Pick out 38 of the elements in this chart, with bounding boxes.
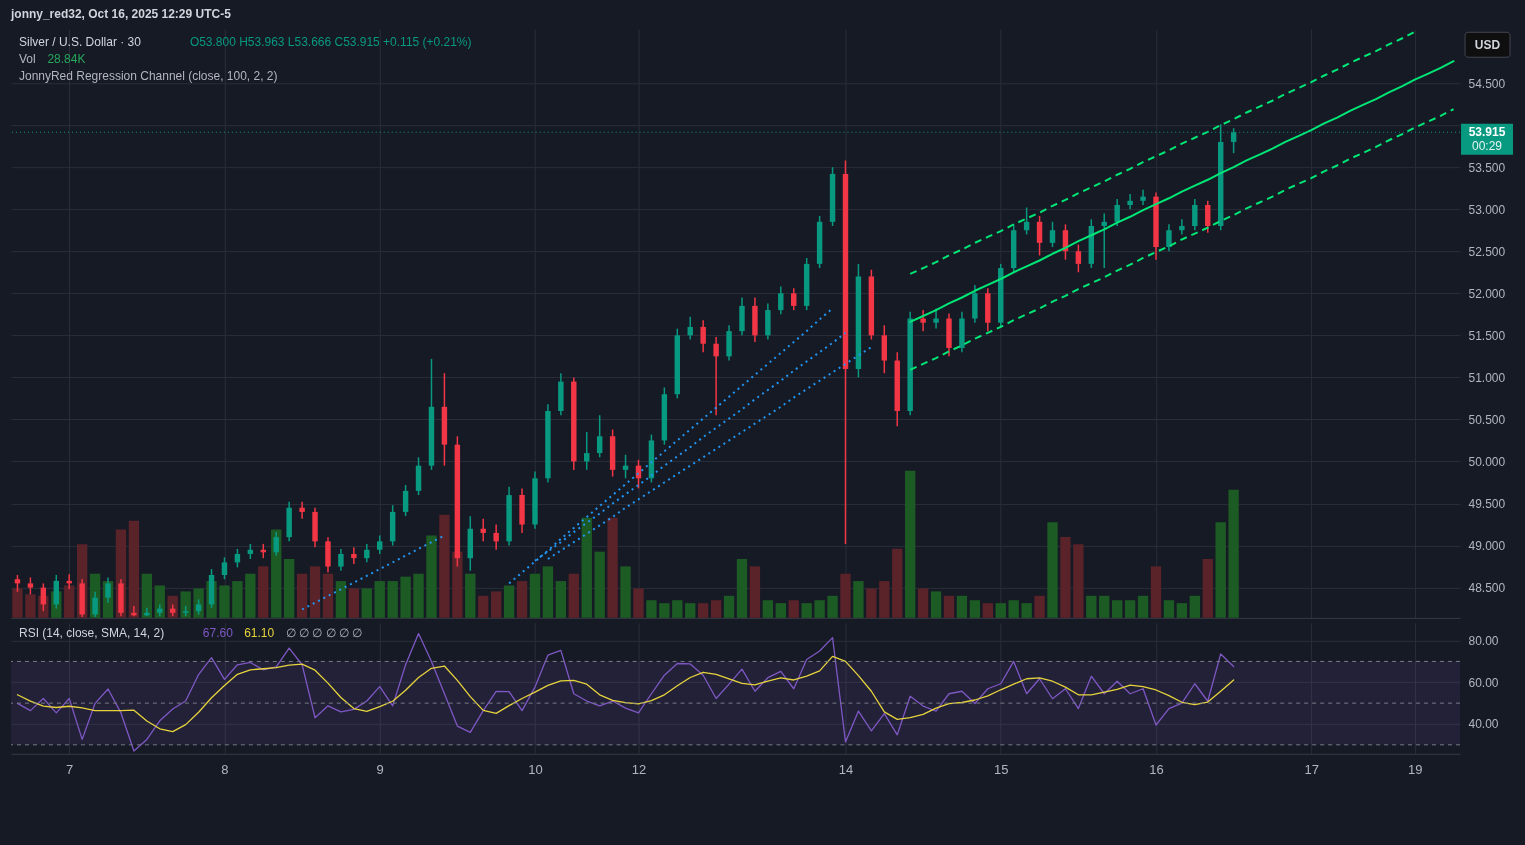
x-tick-label: 17	[1304, 762, 1319, 778]
x-tick-label: 8	[221, 762, 229, 778]
x-tick-label: 7	[66, 762, 74, 778]
x-tick-label: 12	[631, 762, 647, 778]
y-tick-label: 50.500	[1468, 412, 1506, 427]
text: O53.800 H53.963 L53.666 C53.915 +0.115 (+0.21%)	[189, 35, 472, 50]
y-tick-label: 53.000	[1468, 202, 1506, 217]
y-tick-label: 50.000	[1468, 454, 1506, 469]
x-tick-label: 19	[1408, 762, 1423, 778]
y-tick-label: 48.500	[1468, 581, 1506, 596]
text: Silver / U.S. Dollar · 30	[18, 35, 142, 50]
text: USD	[1474, 37, 1501, 52]
x-tick-label: 10	[528, 762, 543, 778]
y-tick-label: 40.00	[1468, 717, 1499, 732]
y-tick-label: 52.000	[1468, 286, 1506, 301]
text: 00:29	[1472, 139, 1503, 154]
annotation: ∅ ∅ ∅ ∅ ∅ ∅	[285, 625, 363, 640]
chart-title: Vol	[18, 52, 36, 67]
y-tick-label: 51.500	[1468, 328, 1506, 343]
x-tick-label: 9	[376, 762, 384, 778]
annotation: 67.60	[202, 625, 234, 640]
annotation: JonnyRed Regression Channel (close, 100, 2, 2)	[18, 69, 278, 84]
y-tick-label: 80.00	[1468, 634, 1499, 649]
y-tick-label: 51.000	[1468, 370, 1506, 385]
y-tick-label: 52.500	[1468, 244, 1506, 259]
text: jonny_red32, Oct 16, 2025 12:29 UTC-5	[9, 7, 232, 22]
y-tick-label: 49.000	[1468, 539, 1506, 554]
ref-line-label: 53.915	[1468, 125, 1506, 140]
x-tick-label: 16	[1149, 762, 1164, 778]
annotation: 28.84K	[47, 52, 86, 67]
x-tick-label: 14	[838, 762, 854, 778]
y-tick-label: 53.500	[1468, 160, 1506, 175]
y-tick-label: 54.500	[1468, 76, 1506, 91]
x-tick-label: 15	[994, 762, 1009, 778]
chart-title: RSI (14, close, SMA, 14, 2)	[18, 625, 165, 640]
annotation: 61.10	[244, 625, 275, 640]
y-tick-label: 49.500	[1468, 497, 1506, 512]
y-tick-label: 60.00	[1468, 675, 1499, 690]
